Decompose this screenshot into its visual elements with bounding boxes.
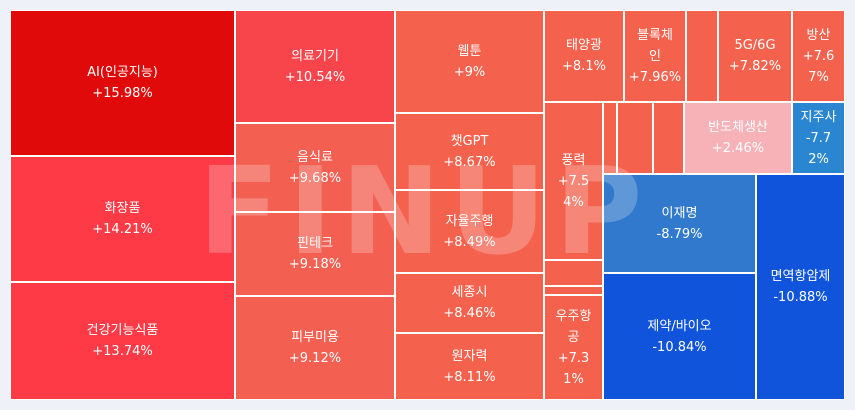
tile-name: 풍력 [561, 152, 586, 168]
tile-chatgpt[interactable]: 챗GPT +8.67% [395, 113, 544, 190]
tile-name: 세종시 [451, 285, 488, 300]
tile-name: 블록체 인 [637, 27, 673, 64]
tile-name: 화장품 [104, 201, 141, 216]
tile-change: +8.49% [443, 234, 496, 250]
tile-name: 원자력 [451, 348, 488, 364]
tile-unlabeled-1[interactable] [686, 10, 718, 102]
tile-change: +7.5 4% [557, 173, 590, 210]
tile-holding[interactable]: 지주사 -7.7 2% [792, 102, 845, 174]
tile-nuclear[interactable]: 원자력 +8.11% [395, 333, 544, 400]
tile-name: 의료기기 [291, 48, 339, 64]
tile-name: AI(인공지능) [87, 65, 158, 80]
tile-name: 제약/바이오 [647, 318, 712, 334]
tile-change: -8.79% [656, 226, 703, 242]
tile-autonomous[interactable]: 자율주행 +8.49% [395, 190, 544, 273]
tile-food[interactable]: 음식료 +9.68% [235, 123, 395, 212]
tile-name: 태양광 [566, 38, 602, 53]
tile-unlabeled-2[interactable] [603, 102, 617, 174]
tile-immuno-oncology[interactable]: 면역항암제 -10.88% [756, 174, 845, 400]
tile-unlabeled-5[interactable] [544, 260, 603, 286]
tile-name: 면역항암제 [770, 269, 831, 284]
tile-wind[interactable]: 풍력 +7.5 4% [544, 102, 603, 260]
tile-name: 음식료 [297, 149, 333, 165]
tile-change: +9.12% [288, 351, 342, 366]
tile-name: 반도체생산 [708, 120, 768, 135]
tile-aerospace[interactable]: 우주항 공 +7.3 1% [544, 295, 603, 400]
tile-defense[interactable]: 방산 +7.6 7% [792, 10, 845, 102]
tile-ai[interactable]: AI(인공지능) +15.98% [10, 10, 235, 156]
tile-webtoon[interactable]: 웹툰 +9% [395, 10, 544, 113]
tile-name: 자율주행 [445, 213, 494, 229]
tile-change: +15.98% [92, 86, 153, 101]
tile-5g6g[interactable]: 5G/6G +7.82% [718, 10, 792, 102]
tile-change: +10.54% [284, 69, 346, 85]
tile-lee-jaemyung[interactable]: 이재명 -8.79% [603, 174, 756, 273]
tile-fintech[interactable]: 핀테크 +9.18% [235, 212, 395, 296]
tile-name: 피부미용 [291, 330, 339, 345]
tile-change: +7.3 1% [557, 350, 590, 387]
tile-change: +13.74% [92, 344, 153, 359]
tile-change: +9% [453, 64, 486, 80]
tile-unlabeled-4[interactable] [653, 102, 684, 174]
tile-blockchain[interactable]: 블록체 인 +7.96% [624, 10, 686, 102]
tile-name: 웹툰 [457, 43, 482, 59]
tile-name: 챗GPT [450, 133, 489, 149]
tile-change: +8.11% [443, 369, 496, 385]
tile-change: +8.1% [562, 59, 606, 74]
tile-semiconductor[interactable]: 반도체생산 +2.46% [684, 102, 792, 174]
tile-name: 지주사 [800, 109, 837, 125]
tile-change: +14.21% [92, 222, 153, 237]
tile-change: +8.67% [443, 154, 496, 170]
tile-name: 5G/6G [734, 38, 776, 53]
tile-name: 우주항 공 [555, 308, 592, 345]
tile-solar[interactable]: 태양광 +8.1% [544, 10, 624, 102]
tile-change: +7.6 7% [802, 48, 835, 85]
tile-pharma-bio[interactable]: 제약/바이오 -10.84% [603, 273, 756, 400]
tile-change: -7.7 2% [805, 130, 832, 167]
tile-change: +9.68% [288, 170, 342, 186]
tile-change: +9.18% [288, 257, 342, 272]
tile-name: 이재명 [661, 205, 698, 221]
tile-health-food[interactable]: 건강기능식품 +13.74% [10, 282, 235, 400]
tile-change: -10.84% [652, 339, 707, 355]
tile-name: 방산 [806, 27, 831, 43]
tile-name: 건강기능식품 [86, 323, 159, 338]
tile-unlabeled-3[interactable] [617, 102, 653, 174]
tile-skin-beauty[interactable]: 피부미용 +9.12% [235, 296, 395, 400]
tile-name: 핀테크 [297, 236, 333, 251]
tile-cosmetics[interactable]: 화장품 +14.21% [10, 156, 235, 282]
tile-medical-devices[interactable]: 의료기기 +10.54% [235, 10, 395, 123]
tile-change: +2.46% [711, 141, 765, 156]
tile-change: +7.96% [628, 69, 682, 85]
tile-change: +8.46% [443, 306, 496, 321]
tile-sejong[interactable]: 세종시 +8.46% [395, 273, 544, 333]
tile-unlabeled-6[interactable] [544, 286, 603, 295]
tile-change: -10.88% [773, 290, 828, 305]
tile-change: +7.82% [728, 59, 782, 74]
